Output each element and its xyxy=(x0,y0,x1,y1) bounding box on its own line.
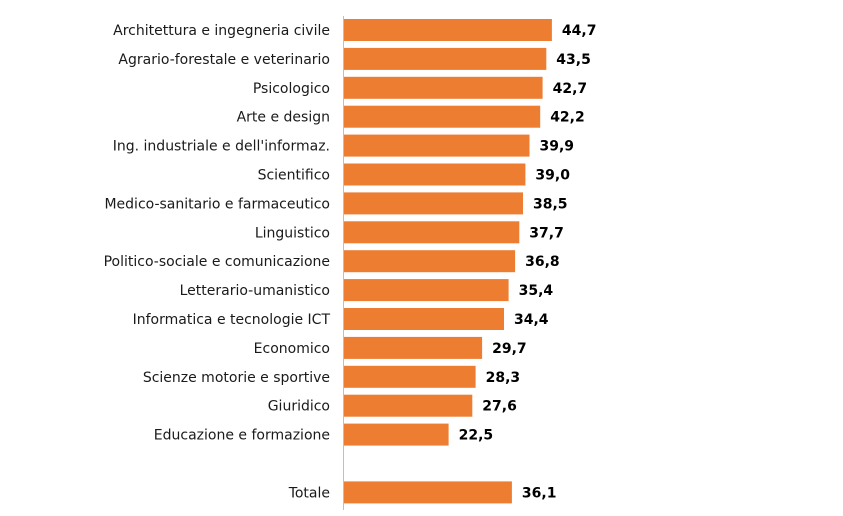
bar xyxy=(344,394,473,417)
value-labels-group: 44,7 43,5 42,7 42,2 39,9 39,0 38,5 37,7 36,8 35,4… xyxy=(459,23,597,501)
category-label: Economico xyxy=(254,341,330,357)
bars-group xyxy=(344,19,552,504)
bar xyxy=(344,47,547,70)
value-label: 34,4 xyxy=(514,312,549,328)
category-labels-group: Architettura e ingegneria civile Agrario-… xyxy=(104,23,331,501)
category-label: Scientifico xyxy=(258,168,330,184)
category-label: Architettura e ingegneria civile xyxy=(113,23,330,39)
category-label: Informatica e tecnologie ICT xyxy=(133,312,331,328)
bar xyxy=(344,163,526,186)
value-label: 36,8 xyxy=(525,254,560,270)
category-label: Linguistico xyxy=(255,225,330,241)
bar xyxy=(344,365,476,388)
category-label: Psicologico xyxy=(253,81,330,97)
bar xyxy=(344,76,543,99)
bar xyxy=(344,19,552,41)
value-label: 29,7 xyxy=(492,341,527,357)
bar xyxy=(344,279,509,302)
bar xyxy=(344,336,483,359)
category-label: Totale xyxy=(288,485,330,501)
category-label: Letterario-umanistico xyxy=(180,283,330,299)
value-label: 36,1 xyxy=(522,485,557,501)
category-label: Educazione e formazione xyxy=(154,428,330,444)
category-label: Politico-sociale e comunicazione xyxy=(104,254,330,270)
value-label: 38,5 xyxy=(533,196,568,212)
bar xyxy=(344,481,512,504)
category-label: Medico-sanitario e farmaceutico xyxy=(104,196,330,212)
value-label: 39,0 xyxy=(535,168,570,184)
value-label: 42,2 xyxy=(550,110,585,126)
value-label: 22,5 xyxy=(459,428,494,444)
bar xyxy=(344,250,516,273)
value-label: 43,5 xyxy=(556,52,591,68)
bar xyxy=(344,134,530,157)
value-label: 42,7 xyxy=(553,81,588,97)
value-label: 37,7 xyxy=(529,225,564,241)
bar xyxy=(344,221,520,244)
category-label: Ing. industriale e dell'informaz. xyxy=(113,139,330,155)
value-label: 28,3 xyxy=(486,370,521,386)
category-label: Giuridico xyxy=(268,399,330,415)
value-label: 27,6 xyxy=(482,399,517,415)
category-label: Scienze motorie e sportive xyxy=(143,370,330,386)
value-label: 35,4 xyxy=(519,283,554,299)
bar xyxy=(344,308,504,330)
category-label: Arte e design xyxy=(237,110,330,126)
value-label: 39,9 xyxy=(540,139,575,155)
bar xyxy=(344,105,541,128)
category-label: Agrario-forestale e veterinario xyxy=(118,52,330,68)
value-label: 44,7 xyxy=(562,23,597,39)
bar xyxy=(344,423,449,446)
bar xyxy=(344,192,523,215)
